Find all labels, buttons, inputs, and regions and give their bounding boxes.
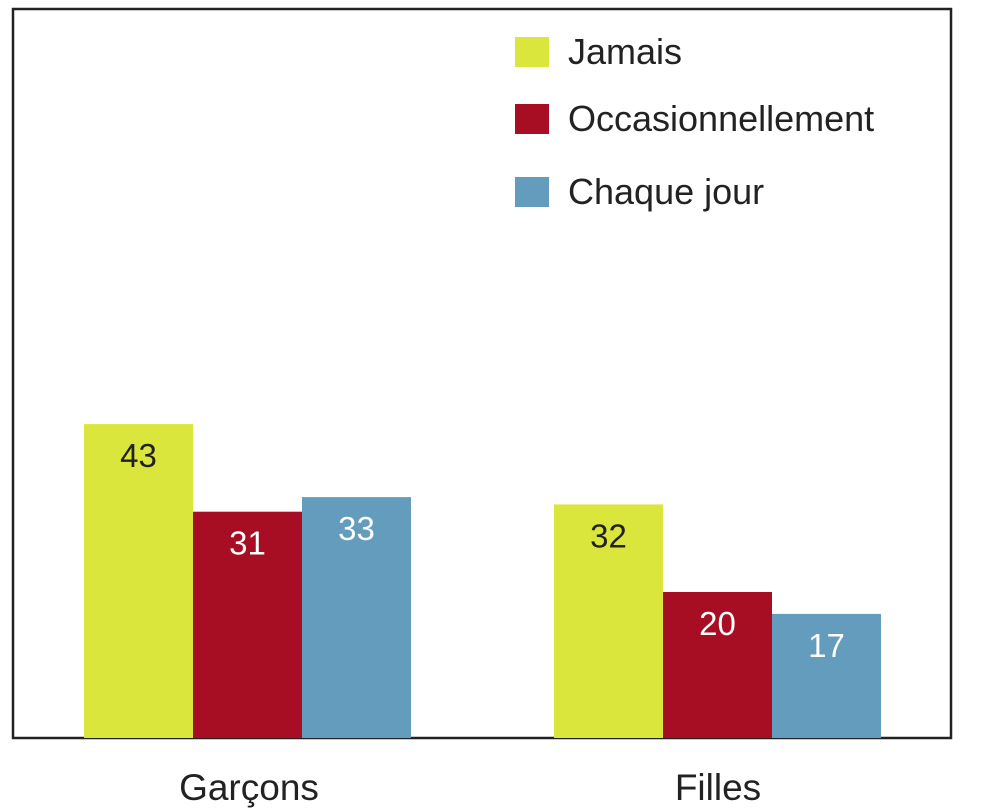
bar-garcons-chaque-jour bbox=[302, 497, 411, 738]
legend-swatch-occasionnellement bbox=[515, 104, 549, 134]
value-label-garcons-chaque-jour: 33 bbox=[338, 510, 375, 547]
bar-filles-occasionnellement bbox=[663, 592, 772, 738]
value-label-filles-jamais: 32 bbox=[590, 517, 627, 554]
legend: Jamais Occasionnellement Chaque jour bbox=[515, 31, 874, 212]
bar-filles-jamais bbox=[554, 504, 663, 738]
category-label-garcons: Garçons bbox=[179, 767, 319, 808]
bars-group bbox=[84, 424, 881, 738]
bar-filles-chaque-jour bbox=[772, 613, 881, 738]
legend-swatch-jamais bbox=[515, 37, 549, 67]
value-labels-group: 43 31 33 32 20 17 bbox=[120, 437, 845, 664]
value-label-garcons-jamais: 43 bbox=[120, 437, 157, 474]
value-label-filles-chaque-jour: 17 bbox=[808, 627, 845, 664]
value-label-garcons-occasionnellement: 31 bbox=[229, 525, 266, 562]
legend-swatch-chaque-jour bbox=[515, 177, 549, 207]
value-label-filles-occasionnellement: 20 bbox=[699, 605, 736, 642]
legend-label-occasionnellement: Occasionnellement bbox=[568, 98, 874, 139]
category-label-filles: Filles bbox=[675, 767, 761, 808]
legend-label-jamais: Jamais bbox=[568, 31, 682, 72]
legend-label-chaque-jour: Chaque jour bbox=[568, 171, 764, 212]
bar-garcons-occasionnellement bbox=[193, 511, 302, 738]
plot-frame bbox=[11, 7, 953, 740]
bar-garcons-jamais bbox=[84, 424, 193, 738]
